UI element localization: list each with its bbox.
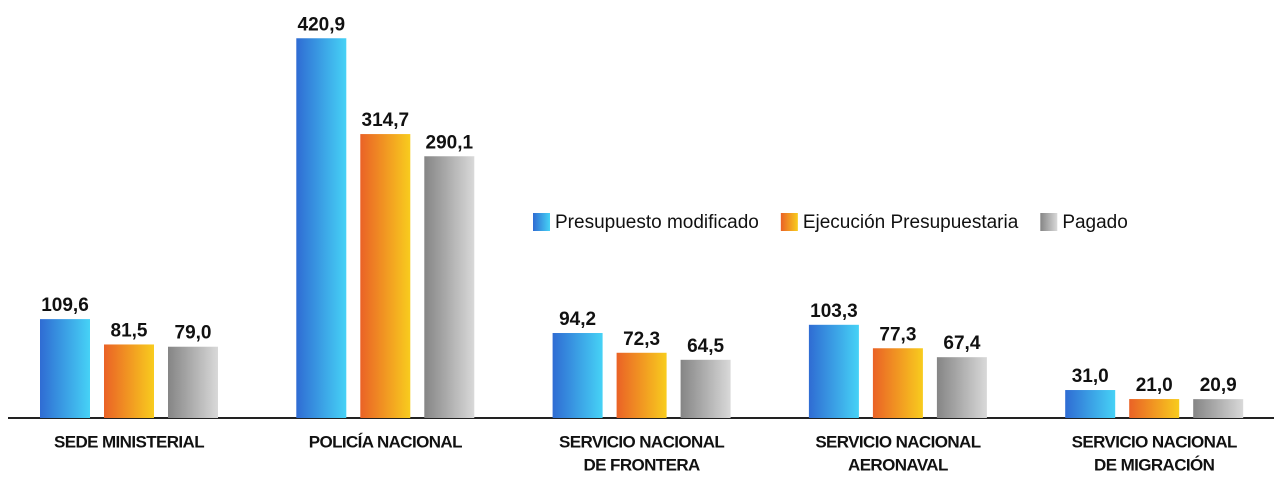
x-tick-label: SERVICIO NACIONAL <box>815 432 980 451</box>
data-label: 67,4 <box>943 333 980 354</box>
legend-swatch <box>533 213 550 231</box>
bar <box>552 333 603 418</box>
data-label: 314,7 <box>362 110 410 131</box>
data-label: 77,3 <box>879 324 916 345</box>
bar <box>1193 399 1244 418</box>
bar <box>680 359 731 418</box>
legend-swatch <box>780 213 798 231</box>
data-label: 81,5 <box>111 320 148 341</box>
x-tick-label: SEDE MINISTERIAL <box>54 432 204 451</box>
data-label: 420,9 <box>298 14 346 35</box>
x-tick-label: AERONAVAL <box>848 455 948 474</box>
bar <box>1065 390 1116 418</box>
bar <box>424 156 475 419</box>
bar <box>360 134 411 418</box>
legend-swatch <box>1040 213 1058 231</box>
data-label: 31,0 <box>1072 366 1109 387</box>
legend-label: Presupuesto modificado <box>555 212 759 233</box>
bar <box>1129 399 1180 418</box>
data-label: 72,3 <box>623 329 660 350</box>
bar <box>40 319 90 418</box>
bar <box>104 344 154 418</box>
data-label: 94,2 <box>559 309 596 330</box>
data-label: 64,5 <box>687 336 724 357</box>
x-tick-label: DE MIGRACIÓN <box>1094 455 1215 474</box>
data-label: 109,6 <box>41 295 89 316</box>
bar <box>168 346 218 418</box>
bar <box>936 357 987 418</box>
data-label: 290,1 <box>426 132 474 153</box>
x-tick-label: DE FRONTERA <box>584 455 701 474</box>
legend-label: Pagado <box>1062 212 1128 233</box>
x-tick-label: SERVICIO NACIONAL <box>559 432 724 451</box>
data-label: 21,0 <box>1136 375 1173 396</box>
bar <box>872 348 923 418</box>
bar <box>616 352 667 418</box>
data-label: 20,9 <box>1200 375 1237 396</box>
legend-label: Ejecución Presupuestaria <box>803 212 1019 233</box>
data-label: 103,3 <box>810 301 858 322</box>
x-tick-label: POLICÍA NACIONAL <box>309 432 462 451</box>
bar <box>808 324 859 418</box>
bar <box>296 38 347 418</box>
data-label: 79,0 <box>175 323 212 344</box>
x-tick-label: SERVICIO NACIONAL <box>1072 432 1237 451</box>
